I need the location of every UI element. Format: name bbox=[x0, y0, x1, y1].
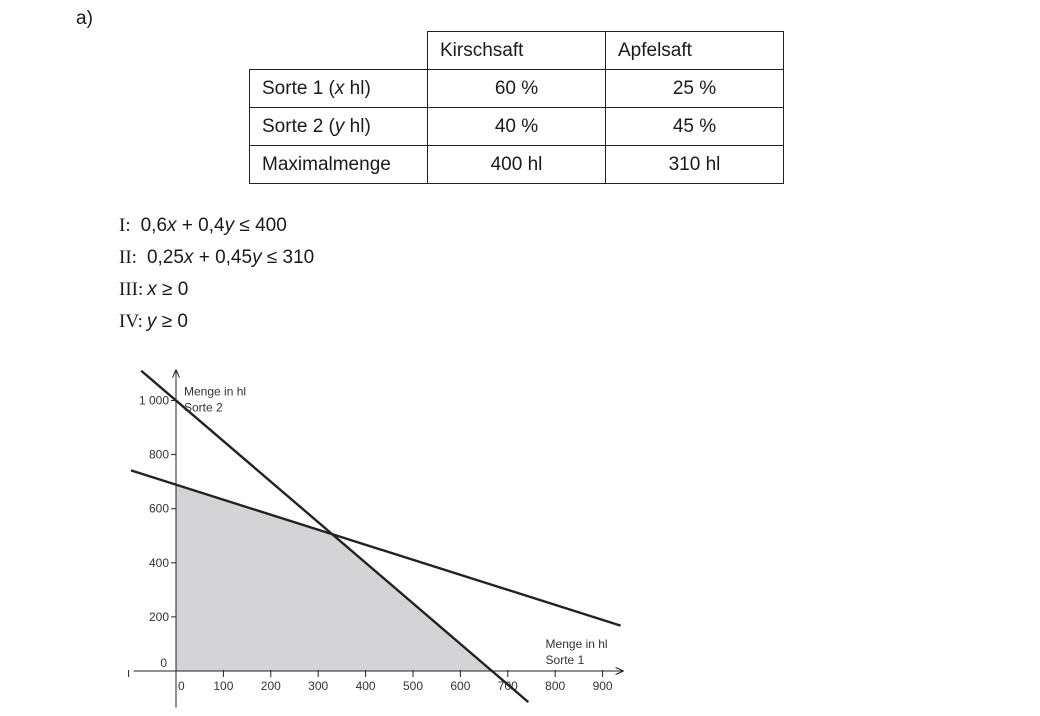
inequality-expression: x ≥ 0 bbox=[147, 279, 189, 300]
x-tick-label: 800 bbox=[545, 679, 565, 693]
y-axis-label: Menge in hl Sorte 2 bbox=[184, 385, 246, 415]
row-label: Maximalmenge bbox=[249, 145, 428, 184]
cell-apfelsaft: 25 % bbox=[605, 69, 784, 108]
constraint-line-2 bbox=[130, 469, 621, 627]
constraint-line-1 bbox=[140, 369, 530, 704]
x-tick-label: 900 bbox=[593, 679, 613, 693]
x-tick-label: 200 bbox=[261, 679, 281, 693]
inequality-3: III: x ≥ 0 bbox=[119, 279, 188, 301]
y-axis-arrow bbox=[172, 369, 180, 378]
cell-kirschsaft: 400 hl bbox=[427, 145, 606, 184]
y-tick-label: 0 bbox=[160, 656, 167, 670]
row-label: Sorte 2 (y hl) bbox=[249, 107, 428, 146]
table-header-empty bbox=[249, 31, 428, 70]
y-tick-label: 400 bbox=[149, 556, 169, 570]
table-row: Sorte 2 (y hl) 40 % 45 % bbox=[249, 107, 784, 146]
inequality-number: III: bbox=[119, 279, 144, 300]
x-tick-label: 600 bbox=[450, 679, 470, 693]
part-label: a) bbox=[76, 8, 93, 29]
inequality-expression: 0,6x + 0,4y ≤ 400 bbox=[140, 215, 287, 236]
x-tick-label: 400 bbox=[356, 679, 376, 693]
table-row: Sorte 1 (x hl) 60 % 25 % bbox=[249, 69, 784, 108]
x-tick-label: 0 bbox=[178, 679, 185, 693]
cell-kirschsaft: 60 % bbox=[427, 69, 606, 108]
cell-apfelsaft: 310 hl bbox=[605, 145, 784, 184]
table-header-apfelsaft: Apfelsaft bbox=[605, 31, 784, 70]
feasible-region bbox=[176, 484, 492, 671]
constraint-graph: 0100200300400500600700800900020040060080… bbox=[128, 369, 624, 708]
inequality-expression: y ≥ 0 bbox=[146, 311, 188, 332]
inequality-expression: 0,25x + 0,45y ≤ 310 bbox=[146, 247, 315, 268]
inequality-number: I: bbox=[119, 215, 131, 236]
inequality-4: IV: y ≥ 0 bbox=[119, 311, 188, 333]
x-axis-arrow bbox=[615, 667, 624, 675]
row-label: Sorte 1 (x hl) bbox=[249, 69, 428, 108]
x-axis-label: Menge in hl Sorte 1 bbox=[546, 637, 608, 667]
y-tick-label: 600 bbox=[149, 502, 169, 516]
cell-apfelsaft: 45 % bbox=[605, 107, 784, 146]
y-tick-label: 1 000 bbox=[139, 394, 169, 408]
table-row: Maximalmenge 400 hl 310 hl bbox=[249, 145, 784, 184]
cell-kirschsaft: 40 % bbox=[427, 107, 606, 146]
x-tick-label: 100 bbox=[213, 679, 233, 693]
y-tick-label: 200 bbox=[149, 610, 169, 624]
data-table: Kirschsaft Apfelsaft Sorte 1 (x hl) 60 %… bbox=[249, 31, 784, 184]
x-tick-label: 500 bbox=[403, 679, 423, 693]
y-tick-label: 800 bbox=[149, 448, 169, 462]
inequality-2: II: 0,25x + 0,45y ≤ 310 bbox=[119, 247, 314, 269]
inequality-1: I: 0,6x + 0,4y ≤ 400 bbox=[119, 215, 287, 237]
table-header-row: Kirschsaft Apfelsaft bbox=[249, 31, 784, 70]
x-tick-label: 300 bbox=[308, 679, 328, 693]
inequality-number: IV: bbox=[119, 311, 143, 332]
table-header-kirschsaft: Kirschsaft bbox=[427, 31, 606, 70]
inequality-number: II: bbox=[119, 247, 137, 268]
